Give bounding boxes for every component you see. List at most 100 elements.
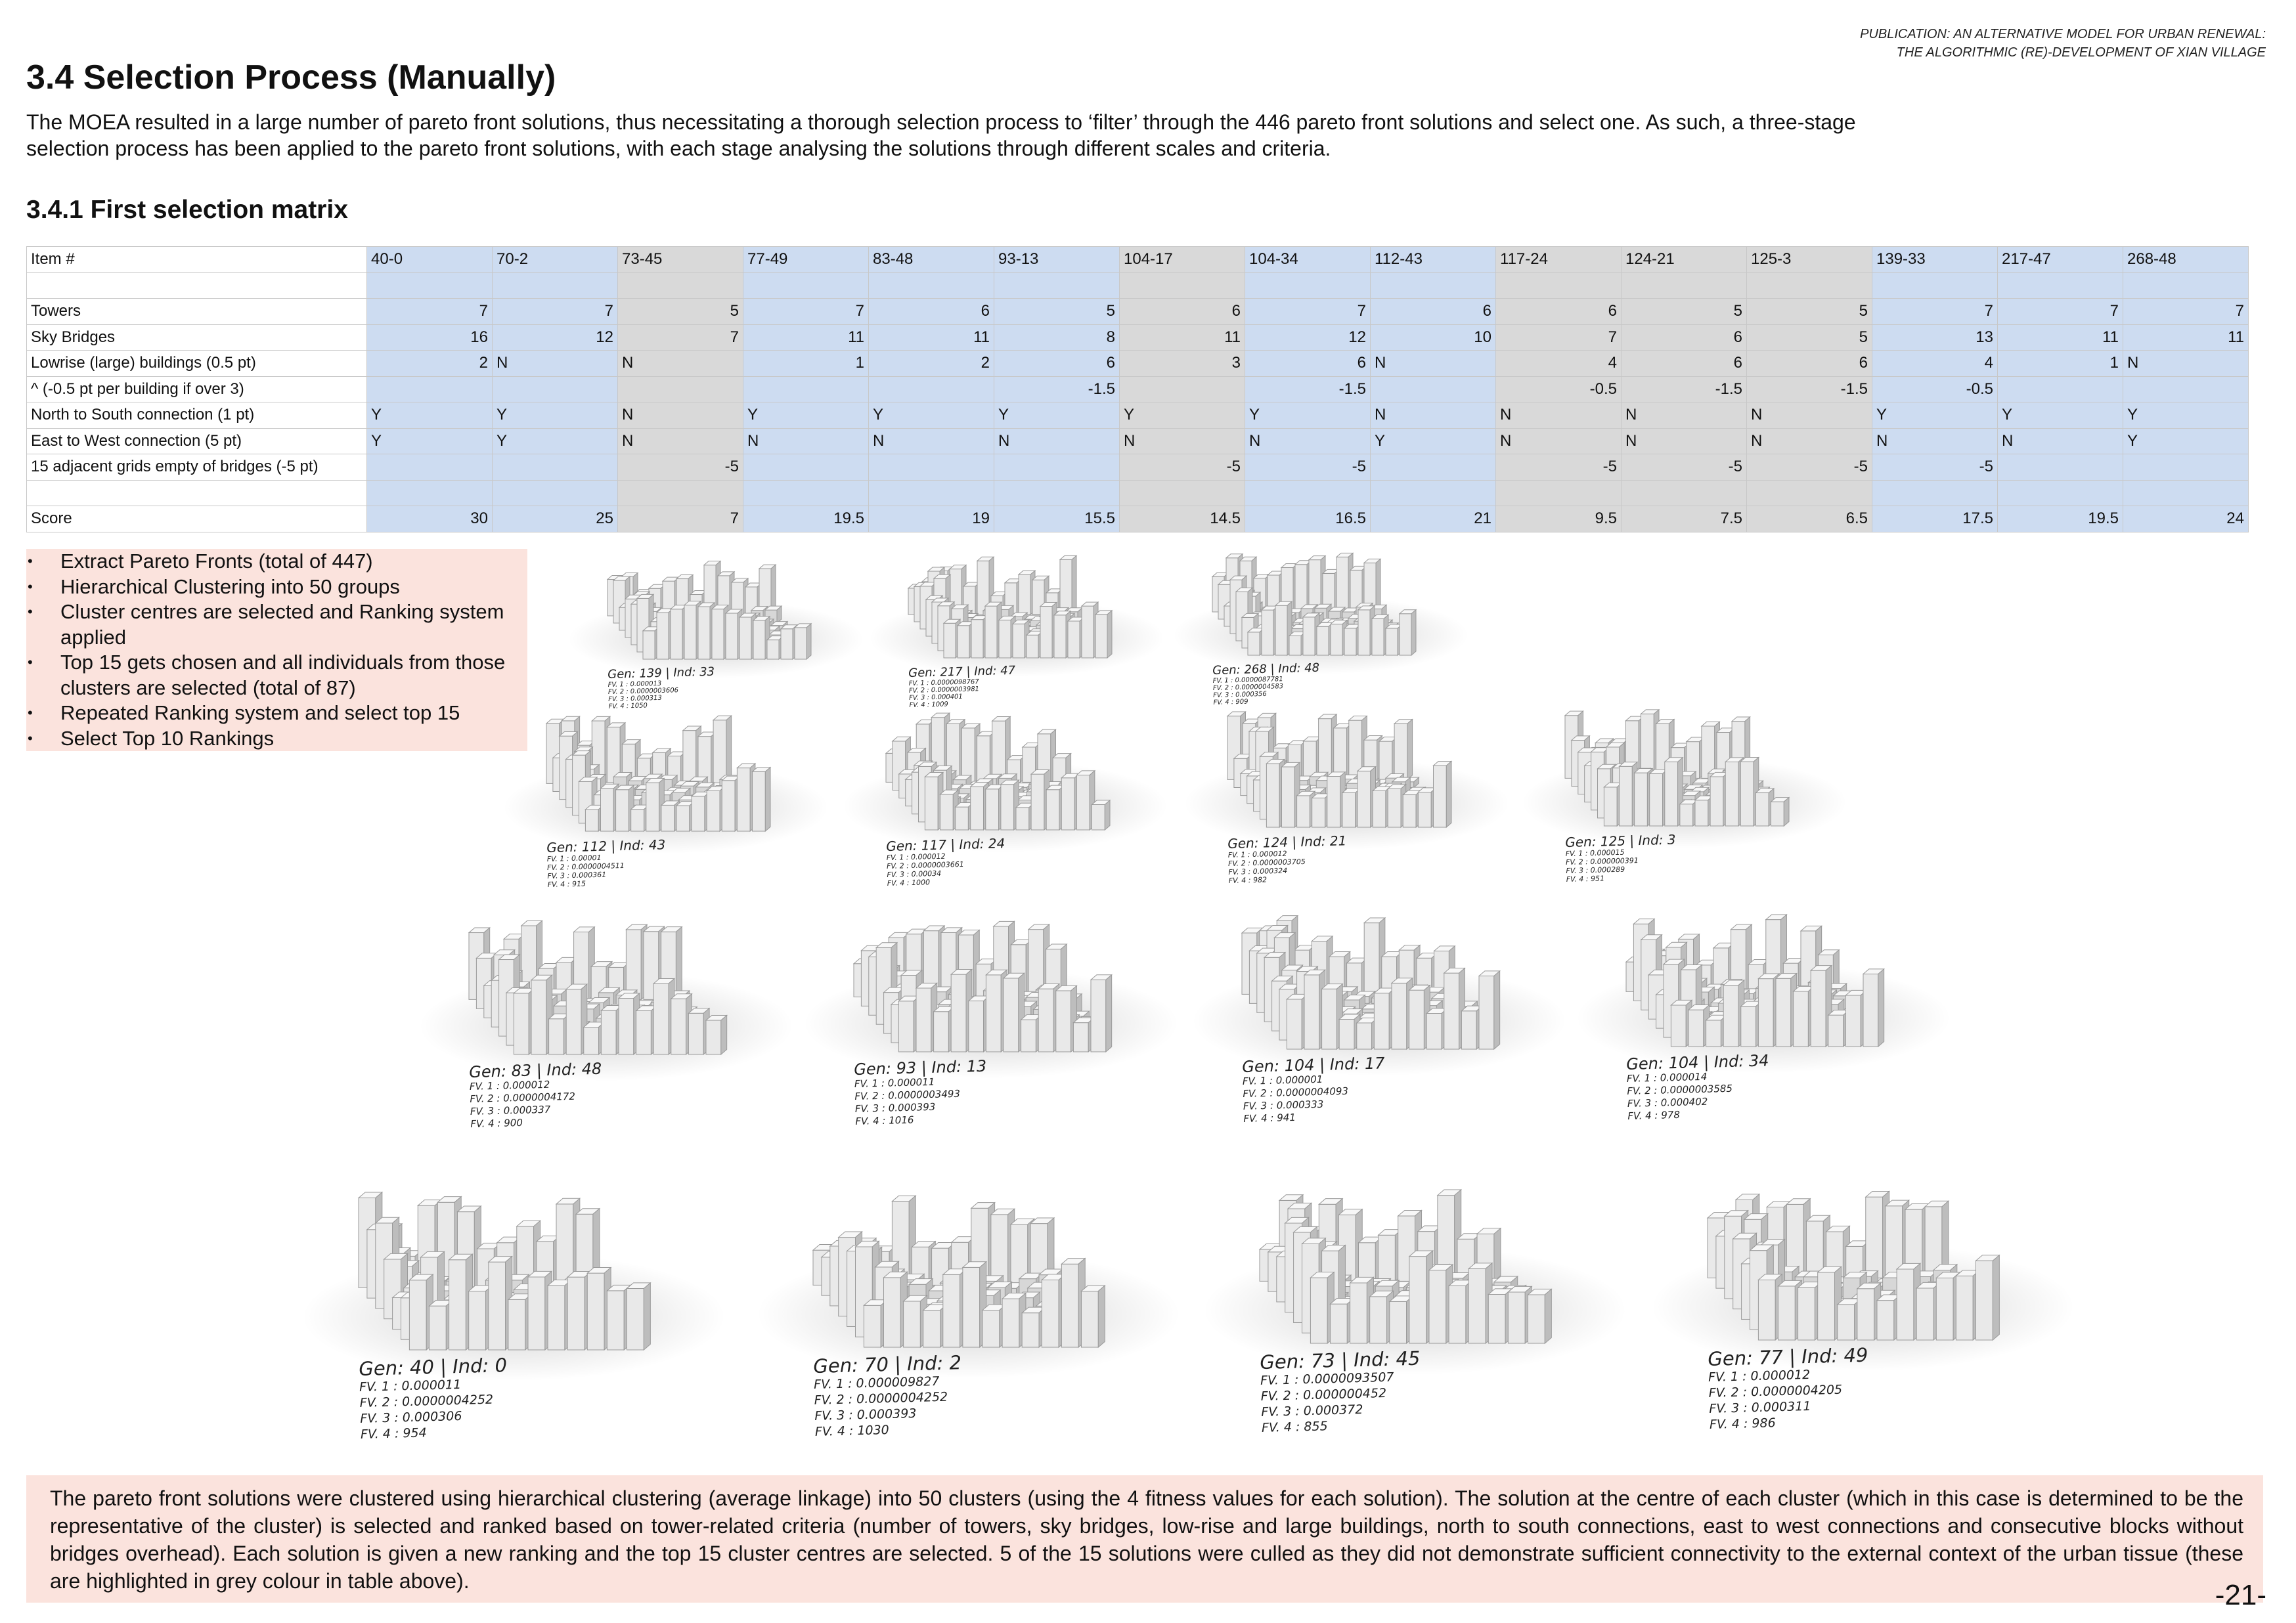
block-face <box>726 715 732 785</box>
table-cell: 7 <box>366 298 493 325</box>
table-cell <box>1370 376 1496 402</box>
table-cell: 268-48 <box>2123 246 2249 273</box>
block-side <box>488 1261 506 1351</box>
block-side <box>1081 605 1094 659</box>
block-side <box>1081 1291 1099 1348</box>
block-side <box>1038 988 1054 1052</box>
block-side <box>661 804 675 832</box>
block-side <box>898 1001 914 1052</box>
table-cell: 7 <box>1245 298 1371 325</box>
block-side <box>656 612 669 660</box>
block-side <box>1863 974 1879 1047</box>
render-label: Gen: 77 | Ind: 49 FV. 1 : 0.000012 FV. 2 :… <box>1707 1343 1870 1433</box>
table-cell: 24 <box>2123 506 2249 532</box>
table-cell: 9.5 <box>1495 506 1622 532</box>
row-label: 15 adjacent grids empty of bridges (-5 p… <box>26 454 367 481</box>
table-cell <box>743 454 869 481</box>
block-side <box>1528 1294 1545 1344</box>
block-face <box>1413 777 1419 789</box>
table-cell <box>743 479 869 506</box>
render-gen: Gen: 139 | Ind: 33 <box>607 664 715 682</box>
render-label: Gen: 125 | Ind: 3 FV. 1 : 0.000015 FV. 2 :… <box>1565 832 1677 884</box>
city-model <box>503 715 828 854</box>
title: 3.4 Selection Process (Manually) <box>26 58 556 97</box>
table-cell <box>617 376 743 402</box>
block-face <box>1783 796 1790 827</box>
block-face <box>1878 968 1885 1048</box>
block-side <box>1296 795 1310 828</box>
block-side <box>985 974 1002 1052</box>
render-label: Gen: 124 | Ind: 21 FV. 1 : 0.000012 FV. 2 … <box>1227 833 1348 885</box>
table-cell: -0.5 <box>1872 376 1998 402</box>
table-cell: 11 <box>2123 324 2249 351</box>
table-cell: 7 <box>492 298 618 325</box>
block-side <box>1046 789 1060 831</box>
block-side <box>1266 763 1280 828</box>
block-side <box>1478 975 1495 1050</box>
table-cell: 93-13 <box>994 246 1120 273</box>
render-gen: Gen: 77 | Ind: 49 <box>1707 1343 1868 1370</box>
subtitle: 3.4.1 First selection matrix <box>26 196 348 224</box>
table-cell: 217-47 <box>1997 246 2123 273</box>
table-cell: -5 <box>617 454 743 481</box>
table-cell: -5 <box>1119 454 1245 481</box>
block-side <box>682 730 697 784</box>
table-cell <box>994 479 1120 506</box>
block-side <box>971 619 984 659</box>
block-side <box>1828 1014 1844 1047</box>
table-cell: -1.5 <box>1621 376 1747 402</box>
table-row: ^ (-0.5 pt per building if over 3) -1.5 -1… <box>26 376 2249 402</box>
block-side <box>984 605 998 659</box>
block-side <box>1302 617 1315 656</box>
block-side <box>1389 1301 1407 1344</box>
block-side <box>1372 790 1386 828</box>
table-cell: N <box>1370 402 1496 429</box>
block-side <box>968 1001 984 1052</box>
block-face <box>764 766 771 833</box>
block-face <box>1097 1284 1105 1349</box>
block-side <box>739 617 752 660</box>
table-cell: 83-48 <box>868 246 994 273</box>
block-face <box>1446 760 1452 829</box>
city-model <box>1184 710 1509 850</box>
block-side <box>513 993 529 1055</box>
block-side <box>1837 1304 1855 1341</box>
table-cell: 11 <box>743 324 869 351</box>
block-side <box>1670 1005 1687 1047</box>
footer-note: The pareto front solutions were clustere… <box>26 1475 2263 1603</box>
table-cell: -5 <box>1495 454 1622 481</box>
table-cell: 16 <box>366 324 493 351</box>
table-cell: 5 <box>1746 324 1872 351</box>
block-side <box>408 1280 427 1351</box>
table-cell: 7 <box>617 324 743 351</box>
block-side <box>1706 1020 1721 1047</box>
table-cell: 6 <box>1746 350 1872 377</box>
block-side <box>1090 979 1107 1052</box>
block-side <box>1798 1287 1815 1341</box>
city-model <box>568 560 864 678</box>
block-side <box>1000 784 1015 831</box>
city-model <box>1576 913 1951 1073</box>
table-cell: 11 <box>1119 324 1245 351</box>
block-side <box>940 794 954 831</box>
block-side <box>1468 1268 1486 1344</box>
step: Select Top 10 Rankings <box>26 726 527 752</box>
render-gen: Gen: 104 | Ind: 17 <box>1241 1054 1385 1076</box>
block-side <box>1391 982 1407 1050</box>
block-side <box>1394 723 1408 780</box>
block-face <box>1107 609 1113 659</box>
block-side <box>992 720 1005 783</box>
table-row: Item #40-0 70-2 73-45 77-49 83-48 93-13 104-17… <box>26 246 2249 273</box>
table-cell: 5 <box>617 298 743 325</box>
table-cell: -1.5 <box>1746 376 1872 402</box>
render-label: Gen: 70 | Ind: 2 FV. 1 : 0.000009827 FV. 2… <box>813 1351 963 1440</box>
block-side <box>548 1018 564 1055</box>
block-side <box>1310 1277 1328 1344</box>
block-side <box>1061 777 1075 831</box>
table-row: North to South connection (1 pt) Y Y N Y Y Y Y Y… <box>26 402 2249 429</box>
render-label: Gen: 104 | Ind: 17 FV. 1 : 0.000001 FV. 2 … <box>1242 1054 1386 1125</box>
block-face <box>1104 799 1111 831</box>
render-gen: Gen: 104 | Ind: 34 <box>1625 1051 1769 1073</box>
table-row: Towers 7 7 5 7 6 5 6 7 6 6 5 5 7 7 7 <box>26 298 2249 325</box>
